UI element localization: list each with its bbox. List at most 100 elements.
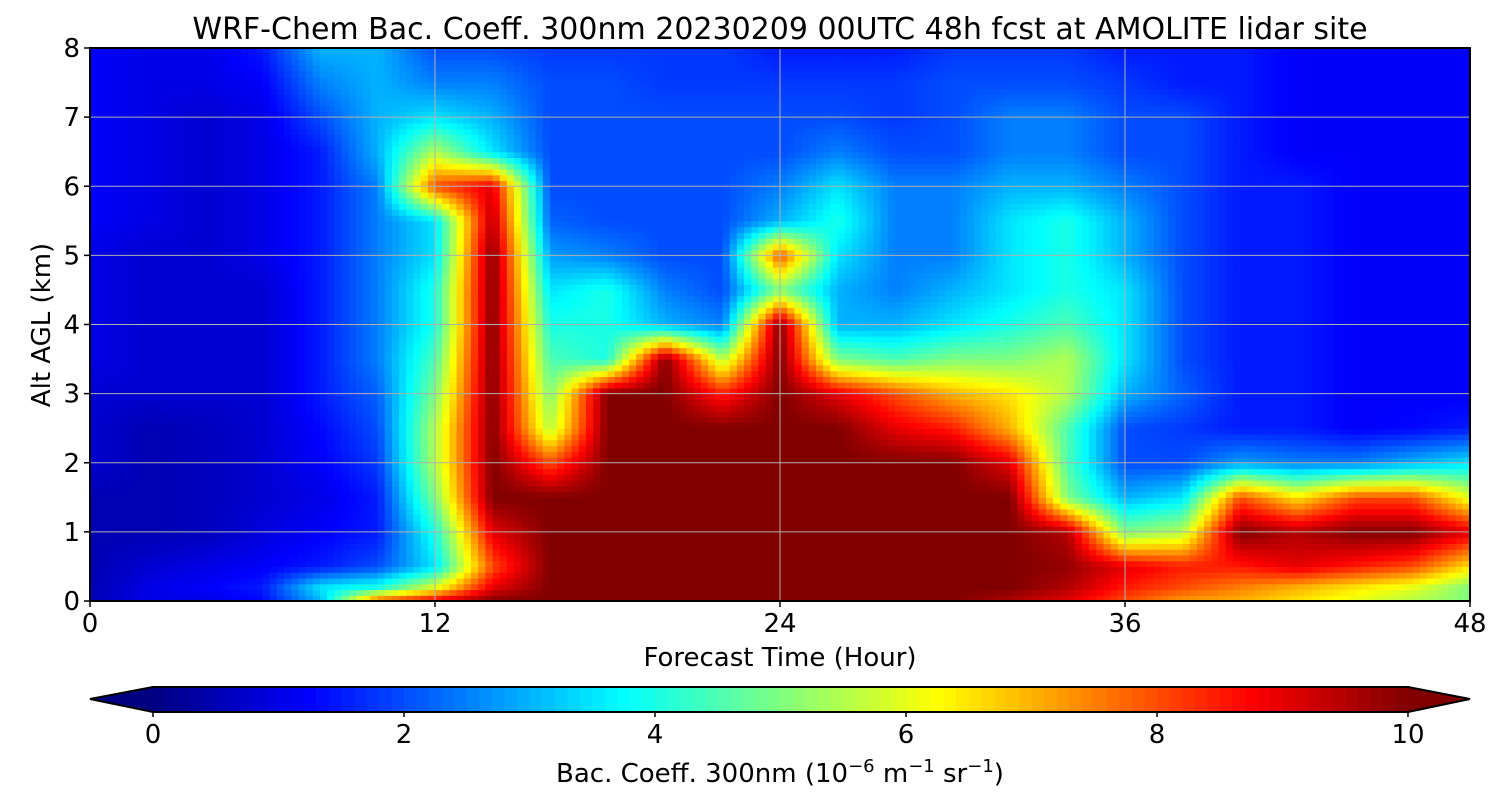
- heatmap-cell: [1383, 491, 1392, 498]
- heatmap-cell: [305, 583, 314, 591]
- heatmap-cell: [399, 514, 407, 521]
- heatmap-cell: [1311, 456, 1320, 464]
- heatmap-cell: [1405, 462, 1414, 470]
- heatmap-cell: [1283, 474, 1291, 481]
- heatmap-cell: [1426, 531, 1435, 539]
- heatmap-cell: [1369, 526, 1378, 533]
- heatmap-cell: [916, 514, 925, 521]
- heatmap-cell: [1347, 560, 1356, 568]
- heatmap-cell: [521, 491, 530, 498]
- heatmap-cell: [801, 595, 810, 601]
- heatmap-cell: [722, 491, 731, 498]
- heatmap-cell: [456, 520, 465, 527]
- heatmap-cell: [226, 497, 235, 504]
- heatmap-cell: [197, 583, 206, 591]
- heatmap-cell: [636, 566, 645, 573]
- heatmap-cell: [183, 508, 192, 516]
- heatmap-cell: [844, 497, 853, 504]
- heatmap-cell: [808, 451, 817, 458]
- heatmap-cell: [535, 531, 544, 539]
- heatmap-cell: [118, 480, 127, 487]
- heatmap-cell: [161, 549, 170, 556]
- heatmap-cell: [1196, 543, 1205, 550]
- heatmap-cell: [1362, 566, 1370, 573]
- heatmap-cell: [1319, 572, 1327, 579]
- heatmap-cell: [959, 462, 968, 470]
- heatmap-cell: [693, 491, 702, 498]
- heatmap-cell: [995, 560, 1004, 568]
- heatmap-cell: [176, 474, 185, 481]
- heatmap-cell: [585, 554, 594, 562]
- heatmap-cell: [643, 543, 652, 550]
- heatmap-cell: [1355, 491, 1363, 498]
- heatmap-cell: [1038, 583, 1047, 591]
- heatmap-cell: [966, 520, 975, 527]
- heatmap-cell: [780, 503, 788, 510]
- heatmap-cell: [988, 456, 997, 464]
- heatmap-cell: [269, 526, 278, 533]
- heatmap-cell: [183, 497, 192, 504]
- heatmap-cell: [1290, 577, 1299, 585]
- heatmap-cell: [679, 485, 688, 493]
- heatmap-cell: [97, 572, 105, 579]
- heatmap-cell: [859, 537, 867, 544]
- heatmap-cell: [1002, 468, 1011, 475]
- heatmap-cell: [233, 554, 242, 562]
- heatmap-cell: [176, 491, 185, 498]
- heatmap-cell: [104, 572, 113, 579]
- heatmap-cell: [585, 474, 594, 481]
- heatmap-cell: [1448, 595, 1457, 601]
- heatmap-cell: [1247, 462, 1255, 470]
- heatmap-cell: [183, 491, 192, 498]
- heatmap-cell: [1340, 462, 1349, 470]
- heatmap-cell: [176, 456, 185, 464]
- heatmap-cell: [1053, 520, 1061, 527]
- heatmap-cell: [650, 514, 659, 521]
- heatmap-cell: [1139, 503, 1148, 510]
- heatmap-cell: [363, 572, 371, 579]
- heatmap-cell: [600, 526, 609, 533]
- heatmap-cell: [1060, 554, 1069, 562]
- heatmap-cell: [1347, 526, 1356, 533]
- heatmap-cell: [341, 508, 350, 516]
- heatmap-cell: [1268, 589, 1277, 596]
- heatmap-cell: [1225, 577, 1234, 585]
- heatmap-cell: [1132, 456, 1140, 464]
- heatmap-cell: [952, 485, 961, 493]
- heatmap-cell: [708, 503, 716, 510]
- heatmap-cell: [269, 468, 278, 475]
- heatmap-cell: [190, 549, 199, 556]
- heatmap-cell: [377, 520, 386, 527]
- heatmap-cell: [291, 543, 300, 550]
- heatmap-cell: [1053, 451, 1061, 458]
- heatmap-cell: [787, 543, 795, 550]
- heatmap-cell: [1139, 485, 1148, 493]
- heatmap-cell: [413, 577, 422, 585]
- heatmap-cell: [593, 589, 601, 596]
- heatmap-cell: [686, 456, 695, 464]
- heatmap-cell: [794, 549, 803, 556]
- heatmap-cell: [880, 531, 889, 539]
- heatmap-cell: [636, 583, 645, 591]
- heatmap-cell: [672, 537, 680, 544]
- heatmap-cell: [880, 549, 889, 556]
- heatmap-cell: [1189, 480, 1198, 487]
- heatmap-cell: [1347, 468, 1356, 475]
- heatmap-cell: [887, 468, 896, 475]
- heatmap-cell: [1096, 595, 1105, 601]
- heatmap-cell: [851, 566, 860, 573]
- heatmap-cell: [1390, 543, 1399, 550]
- heatmap-cell: [974, 526, 982, 533]
- heatmap-cell: [528, 531, 537, 539]
- heatmap-cell: [262, 566, 271, 573]
- heatmap-cell: [1254, 503, 1263, 510]
- heatmap-cell: [1275, 526, 1284, 533]
- heatmap-cell: [715, 514, 724, 521]
- heatmap-cell: [1218, 572, 1227, 579]
- heatmap-cell: [715, 456, 724, 464]
- heatmap-cell: [1204, 456, 1212, 464]
- heatmap-cell: [607, 560, 616, 568]
- heatmap-cell: [1132, 577, 1140, 585]
- heatmap-cell: [1326, 566, 1335, 573]
- heatmap-cell: [650, 503, 659, 510]
